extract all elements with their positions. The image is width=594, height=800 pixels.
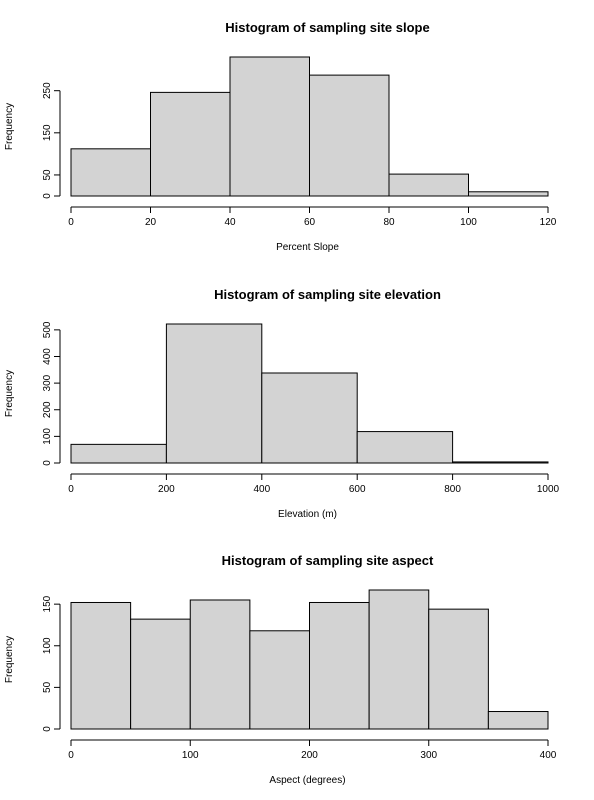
x-tick-label: 200 [301,750,318,761]
histogram-bar [70,148,151,197]
x-axis-label: Percent Slope [276,242,339,253]
histogram-bar [229,56,310,197]
histogram-bar [309,601,370,730]
histogram-bar [487,711,549,730]
histogram-bar [468,191,549,197]
histogram-bar [189,599,251,730]
histogram-bar [452,461,549,464]
y-tick-label: 500 [42,321,53,338]
x-tick-label: 400 [540,750,557,761]
y-tick-label: 200 [42,401,53,418]
y-tick-label: 300 [42,374,53,391]
y-tick-label: 0 [42,726,53,732]
y-axis-label: Frequency [4,370,15,417]
y-tick-label: 100 [42,428,53,445]
x-tick-label: 100 [460,217,477,228]
y-tick-label: 50 [42,169,53,181]
histogram-bar [249,630,310,730]
histogram-bar [70,601,132,730]
y-tick-label: 250 [42,82,53,99]
elevation-histogram-panel: Histogram of sampling site elevation 0 200… [4,287,560,520]
x-tick-label: 0 [68,484,74,495]
chart-title: Histogram of sampling site elevation [214,287,441,302]
x-axis-label: Elevation (m) [278,509,337,520]
y-tick-label: 50 [42,681,53,693]
x-tick-label: 800 [444,484,461,495]
histogram-bar [130,618,191,730]
chart-title: Histogram of sampling site slope [225,20,429,35]
x-tick-label: 100 [182,750,199,761]
histogram-bar [165,323,263,464]
x-tick-label: 400 [253,484,270,495]
y-tick-label: 400 [42,348,53,365]
x-tick-label: 300 [420,750,437,761]
x-tick-label: 0 [68,217,74,228]
y-tick-label: 0 [42,193,53,199]
y-axis-label: Frequency [4,636,15,683]
x-tick-label: 120 [540,217,557,228]
aspect-histogram-panel: Histogram of sampling site aspect 0 100 200… [4,553,557,786]
histogram-bar [388,173,469,197]
y-tick-label: 150 [42,124,53,141]
y-axis-label: Frequency [4,103,15,150]
histogram-bar [309,74,390,197]
y-tick-label: 150 [42,595,53,612]
y-tick-label: 100 [42,637,53,654]
chart-title: Histogram of sampling site aspect [222,553,434,568]
x-tick-label: 1000 [537,484,560,495]
x-tick-label: 20 [145,217,157,228]
x-tick-label: 0 [68,750,74,761]
x-axis-label: Aspect (degrees) [269,775,345,786]
x-tick-label: 80 [383,217,395,228]
x-tick-label: 200 [158,484,175,495]
x-tick-label: 60 [304,217,316,228]
y-tick-label: 0 [42,460,53,466]
x-tick-label: 40 [224,217,236,228]
histogram-bar [428,608,489,730]
histogram-bar [368,589,430,730]
histogram-bar [150,91,231,197]
histogram-bar [70,443,167,464]
x-tick-label: 600 [349,484,366,495]
histogram-bar [261,372,358,464]
slope-histogram-panel: Histogram of sampling site slope 0 20 40 60 8… [4,20,557,253]
histogram-bar [356,431,454,464]
